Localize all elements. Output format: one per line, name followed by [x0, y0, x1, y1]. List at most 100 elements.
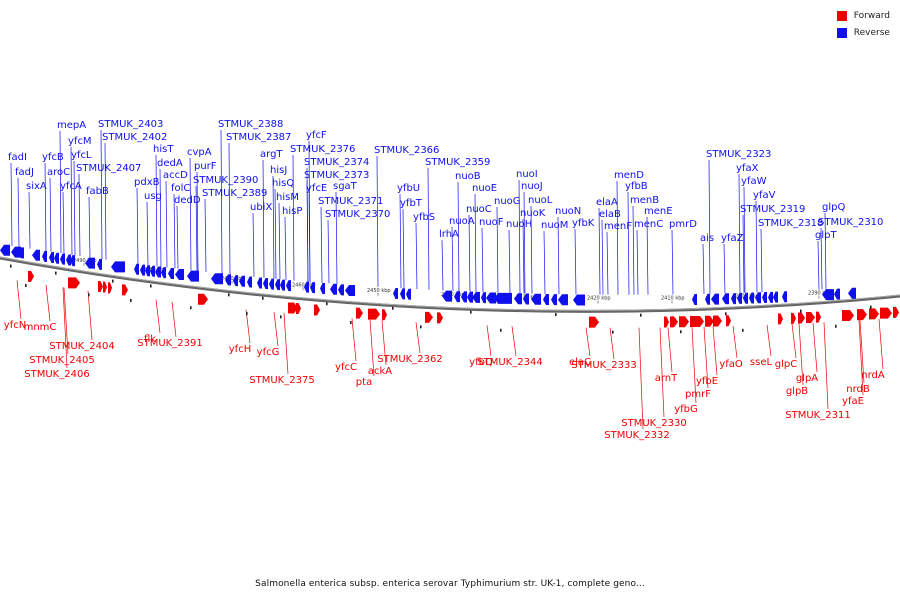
reverse-leader-line — [159, 168, 162, 267]
reverse-gene-label: yfbB — [625, 181, 648, 192]
reverse-gene-label: STMUK_2374 — [304, 157, 369, 168]
position-marker — [420, 325, 422, 329]
reverse-gene-arrow — [233, 275, 238, 287]
forward-gene-label: STMUK_2405 — [29, 355, 94, 366]
position-marker — [262, 296, 264, 300]
forward-gene-arrow — [880, 307, 892, 319]
reverse-gene-label: hisJ — [270, 165, 287, 176]
reverse-gene-label: STMUK_2359 — [425, 157, 490, 168]
forward-gene-arrow — [198, 293, 208, 305]
position-marker — [725, 312, 727, 316]
reverse-leader-line — [274, 188, 277, 279]
reverse-leader-line — [574, 228, 577, 295]
reverse-gene-label: aroC — [47, 167, 70, 178]
reverse-gene-arrow — [514, 293, 522, 305]
reverse-gene-label: dedA — [157, 158, 183, 169]
reverse-gene-label: nuoB — [455, 171, 481, 182]
reverse-gene-arrow — [168, 268, 174, 280]
forward-gene-arrow — [103, 281, 107, 293]
position-marker — [392, 306, 394, 310]
reverse-leader-line — [73, 160, 76, 256]
reverse-leader-line — [292, 154, 295, 281]
forward-gene-label: STMUK_2391 — [137, 338, 202, 349]
forward-gene-arrow — [869, 308, 879, 320]
reverse-leader-line — [518, 179, 521, 294]
forward-gene-label: yfcC — [335, 362, 357, 373]
reverse-leader-line — [335, 191, 338, 284]
reverse-gene-label: fabB — [86, 186, 109, 197]
reverse-gene-label: yfcB — [42, 152, 64, 163]
reverse-leader-line — [451, 226, 454, 291]
forward-gene-label: STMUK_2362 — [377, 354, 442, 365]
reverse-gene-arrow — [97, 258, 102, 270]
legend: Forward Reverse — [836, 9, 890, 43]
forward-leader-line — [273, 312, 279, 347]
reverse-gene-label: nuoI — [516, 169, 538, 180]
forward-gene-arrow — [108, 282, 112, 294]
reverse-leader-line — [738, 173, 741, 293]
reverse-gene-arrow — [393, 287, 398, 299]
reverse-gene-label: yfaV — [753, 190, 776, 201]
reverse-gene-arrow — [310, 282, 315, 294]
reverse-gene-label: menC — [634, 219, 663, 230]
reverse-gene-arrow — [737, 292, 742, 304]
forward-gene-arrow — [791, 312, 796, 324]
forward-gene-label: nrdB — [846, 384, 870, 395]
forward-leader-line — [766, 324, 772, 357]
reverse-gene-arrow — [257, 277, 262, 289]
forward-gene-label: glpC — [775, 359, 797, 370]
reverse-leader-line — [278, 202, 281, 280]
reverse-gene-label: yfcA — [60, 181, 82, 192]
reverse-leader-line — [88, 196, 91, 258]
reverse-gene-label: purF — [194, 161, 217, 172]
forward-leader-line — [609, 327, 615, 360]
forward-gene-arrow — [893, 306, 899, 318]
reverse-leader-line — [10, 162, 13, 246]
reverse-gene-label: mepA — [57, 120, 86, 131]
genome-backbone — [0, 256, 900, 313]
reverse-leader-line — [646, 216, 649, 295]
reverse-leader-line — [557, 216, 560, 295]
forward-leader-line — [859, 320, 865, 384]
reverse-leader-line — [376, 155, 379, 287]
forward-gene-label: yfcN — [4, 320, 26, 331]
reverse-gene-label: nuoH — [506, 219, 532, 230]
reverse-gene-arrow — [161, 267, 166, 279]
legend-reverse-label: Reverse — [853, 28, 890, 38]
tick-label: 2410 kbp — [661, 295, 685, 301]
reverse-leader-line — [543, 230, 546, 294]
reverse-gene-arrow — [275, 279, 280, 291]
forward-leader-line — [351, 318, 357, 362]
reverse-gene-label: STMUK_2310 — [818, 217, 883, 228]
reverse-leader-line — [632, 205, 635, 295]
reverse-leader-line — [606, 231, 609, 295]
reverse-gene-label: nuoA — [449, 216, 475, 227]
reverse-leader-line — [196, 171, 199, 272]
tick-label: 2390 kbp — [808, 291, 832, 297]
reverse-gene-arrow — [211, 273, 223, 285]
genome-backbone-highlight — [0, 256, 900, 311]
tick-label: 2440 kbp — [441, 292, 465, 298]
reverse-arrow-layer — [0, 244, 856, 306]
position-marker — [742, 328, 744, 332]
reverse-gene-label: lrhA — [439, 229, 459, 240]
position-marker — [470, 310, 472, 314]
reverse-gene-label: folC — [171, 183, 190, 194]
reverse-leader-line — [228, 142, 231, 275]
reverse-leader-line — [496, 206, 499, 293]
reverse-gene-label: yfcF — [306, 130, 327, 141]
reverse-gene-label: STMUK_2376 — [290, 144, 355, 155]
forward-gene-arrow — [816, 311, 821, 323]
reverse-leader-line — [17, 177, 20, 247]
forward-leader-line — [63, 287, 69, 355]
reverse-gene-arrow — [49, 252, 54, 264]
reverse-gene-arrow — [782, 291, 787, 303]
reverse-leader-line — [598, 207, 601, 295]
reverse-leader-line — [136, 187, 139, 264]
forward-leader-line — [16, 280, 22, 320]
position-marker — [555, 313, 557, 317]
reverse-gene-arrow — [486, 292, 496, 304]
forward-gene-label: elaC — [569, 357, 591, 368]
forward-swatch — [836, 11, 847, 21]
reverse-gene-label: hisM — [276, 192, 299, 203]
